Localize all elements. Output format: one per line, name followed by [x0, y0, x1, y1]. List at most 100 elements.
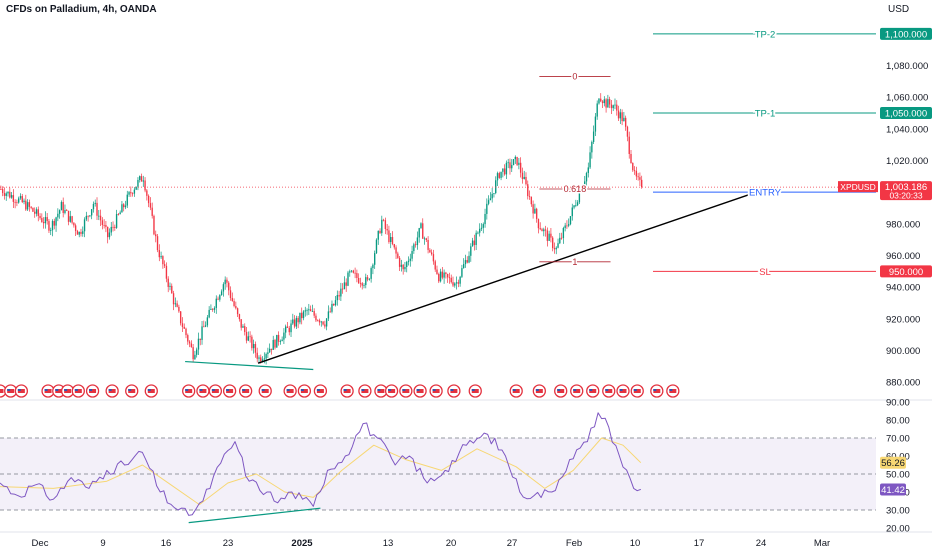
candle — [468, 251, 470, 264]
candle — [356, 269, 358, 283]
candle-body — [258, 357, 260, 359]
candle — [553, 242, 556, 254]
time-tick-label: 2025 — [291, 538, 313, 549]
candle — [601, 100, 604, 108]
candle-body — [71, 216, 73, 223]
candle-body — [596, 103, 598, 117]
candle — [144, 177, 146, 193]
candle — [304, 306, 306, 317]
candle — [372, 263, 374, 275]
earnings-flag-icon — [384, 384, 399, 398]
candle — [165, 262, 168, 283]
candle-body — [600, 98, 602, 102]
earnings-flag-icon — [105, 384, 119, 398]
candle — [537, 218, 540, 234]
candle — [290, 319, 292, 338]
candle-body — [124, 205, 127, 208]
candle-body — [238, 314, 241, 320]
candle-body — [26, 202, 29, 210]
flag-stripe — [64, 389, 72, 393]
candle-body — [530, 196, 533, 205]
flag-canton — [416, 389, 420, 391]
candle-body — [244, 326, 246, 332]
candle-body — [42, 222, 45, 224]
candle-body — [222, 284, 225, 292]
candle — [334, 295, 337, 307]
level-label-tp-1: TP-1 — [755, 109, 776, 120]
earnings-flag-icon — [144, 384, 158, 398]
candle — [557, 238, 559, 249]
candle-body — [548, 233, 550, 241]
candle-body — [594, 116, 597, 132]
candle — [10, 192, 13, 199]
candle — [19, 193, 22, 200]
candle — [407, 256, 410, 266]
candle-body — [370, 268, 372, 279]
candle — [398, 256, 401, 271]
candle — [99, 209, 102, 226]
candle — [464, 254, 467, 268]
candle-body — [436, 269, 438, 275]
flag-stripe — [573, 389, 581, 393]
candle-body — [149, 203, 152, 208]
candle — [107, 226, 109, 244]
candle-body — [466, 260, 468, 263]
candle-body — [406, 262, 408, 268]
candle-body — [512, 159, 515, 166]
candle — [555, 246, 557, 255]
candle — [596, 100, 598, 120]
candle-body — [242, 326, 244, 328]
candle-body — [479, 228, 481, 233]
flag-stripe — [226, 389, 234, 393]
price-tick-label: 900.000 — [886, 346, 920, 357]
candle-body — [158, 250, 160, 258]
candle — [502, 168, 504, 178]
candle — [500, 171, 502, 181]
candle — [172, 290, 175, 311]
candle — [114, 224, 116, 231]
candle — [90, 208, 93, 220]
candle-body — [112, 226, 114, 228]
candle-body — [55, 217, 57, 226]
candle — [34, 207, 36, 218]
candle — [397, 251, 399, 259]
candle-body — [575, 205, 577, 207]
candle — [58, 209, 61, 219]
candle — [30, 205, 32, 210]
candle-body — [464, 260, 467, 265]
candle-body — [247, 336, 249, 341]
candle-body — [477, 232, 479, 234]
flag-canton — [185, 389, 189, 391]
candle — [37, 206, 39, 222]
candle — [632, 162, 634, 172]
flag-stripe — [512, 389, 520, 393]
candle — [146, 188, 148, 201]
candle — [110, 221, 112, 236]
candle — [254, 341, 257, 358]
candle — [641, 175, 643, 189]
flag-canton — [377, 389, 381, 391]
candle-body — [10, 195, 13, 198]
candle — [381, 215, 383, 236]
time-tick-label: Dec — [32, 538, 49, 549]
candle — [432, 249, 435, 265]
earnings-flag-icon — [554, 384, 568, 398]
flag-stripe — [211, 389, 219, 393]
rsi-tick-label: 80.00 — [886, 416, 910, 427]
price-tick-label: 920.000 — [886, 314, 920, 325]
candle-body — [527, 184, 529, 197]
candle-body — [167, 278, 169, 287]
earnings-flag-icon — [630, 384, 644, 398]
candle — [548, 230, 550, 242]
candle-body — [352, 270, 355, 273]
candle-body — [397, 253, 399, 258]
candle-body — [322, 321, 324, 325]
candle — [178, 304, 180, 313]
flag-stripe — [633, 389, 641, 393]
candle-body — [110, 226, 112, 233]
candle — [325, 317, 328, 331]
candle-body — [607, 99, 609, 108]
candle — [347, 270, 349, 287]
candle — [336, 290, 338, 306]
